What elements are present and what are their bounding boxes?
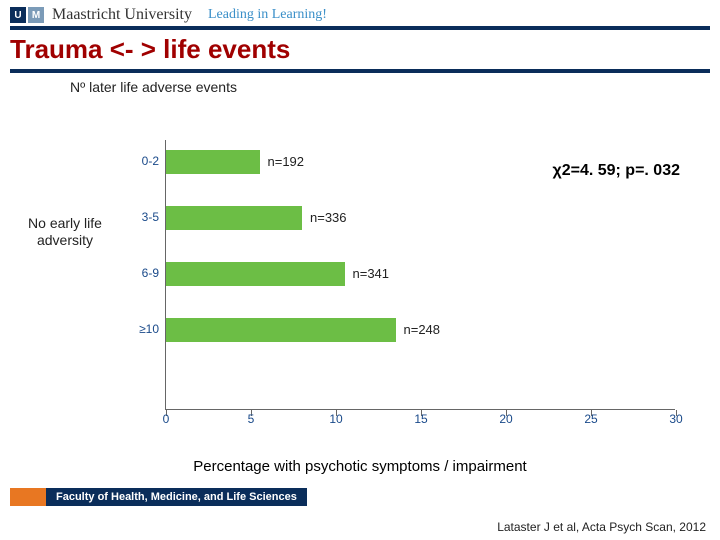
- logo-u-icon: U: [10, 7, 26, 23]
- n-label: n=336: [310, 210, 347, 225]
- category-label: 6-9: [129, 266, 159, 280]
- bar: [166, 318, 396, 342]
- xtick-label: 30: [669, 412, 682, 426]
- chart: 0-2n=1923-5n=3366-9n=341≥10n=24805101520…: [135, 140, 675, 440]
- sub-label: Nº later life adverse events: [70, 79, 720, 96]
- xtick-label: 15: [414, 412, 427, 426]
- category-label: ≥10: [129, 322, 159, 336]
- bar-row: [166, 262, 345, 286]
- footer-bar: Faculty of Health, Medicine, and Life Sc…: [10, 488, 307, 506]
- tagline: Leading in Learning!: [208, 7, 327, 23]
- bar-row: [166, 150, 260, 174]
- xtick-label: 5: [248, 412, 255, 426]
- category-label: 3-5: [129, 210, 159, 224]
- xtick-label: 10: [329, 412, 342, 426]
- title-wrap: Trauma <- > life events: [10, 30, 710, 73]
- logo: U M: [10, 7, 44, 23]
- category-label: 0-2: [129, 154, 159, 168]
- bar: [166, 262, 345, 286]
- x-axis-label: Percentage with psychotic symptoms / imp…: [193, 458, 526, 475]
- xtick-label: 25: [584, 412, 597, 426]
- n-label: n=341: [353, 266, 390, 281]
- xtick-label: 0: [163, 412, 170, 426]
- university-name: Maastricht University: [52, 6, 192, 24]
- faculty-label: Faculty of Health, Medicine, and Life Sc…: [46, 488, 307, 506]
- n-label: n=192: [268, 154, 305, 169]
- bar: [166, 206, 302, 230]
- footer-accent-icon: [10, 488, 46, 506]
- xtick-label: 20: [499, 412, 512, 426]
- header: U M Maastricht University Leading in Lea…: [0, 0, 720, 26]
- logo-m-icon: M: [28, 7, 44, 23]
- citation: Lataster J et al, Acta Psych Scan, 2012: [497, 520, 706, 534]
- n-label: n=248: [404, 322, 441, 337]
- page-title: Trauma <- > life events: [10, 34, 710, 65]
- bar: [166, 150, 260, 174]
- plot-area: 0-2n=1923-5n=3366-9n=341≥10n=24805101520…: [165, 140, 675, 410]
- y-axis-left-label: No early life adversity: [10, 215, 120, 249]
- bar-row: [166, 206, 302, 230]
- bar-row: [166, 318, 396, 342]
